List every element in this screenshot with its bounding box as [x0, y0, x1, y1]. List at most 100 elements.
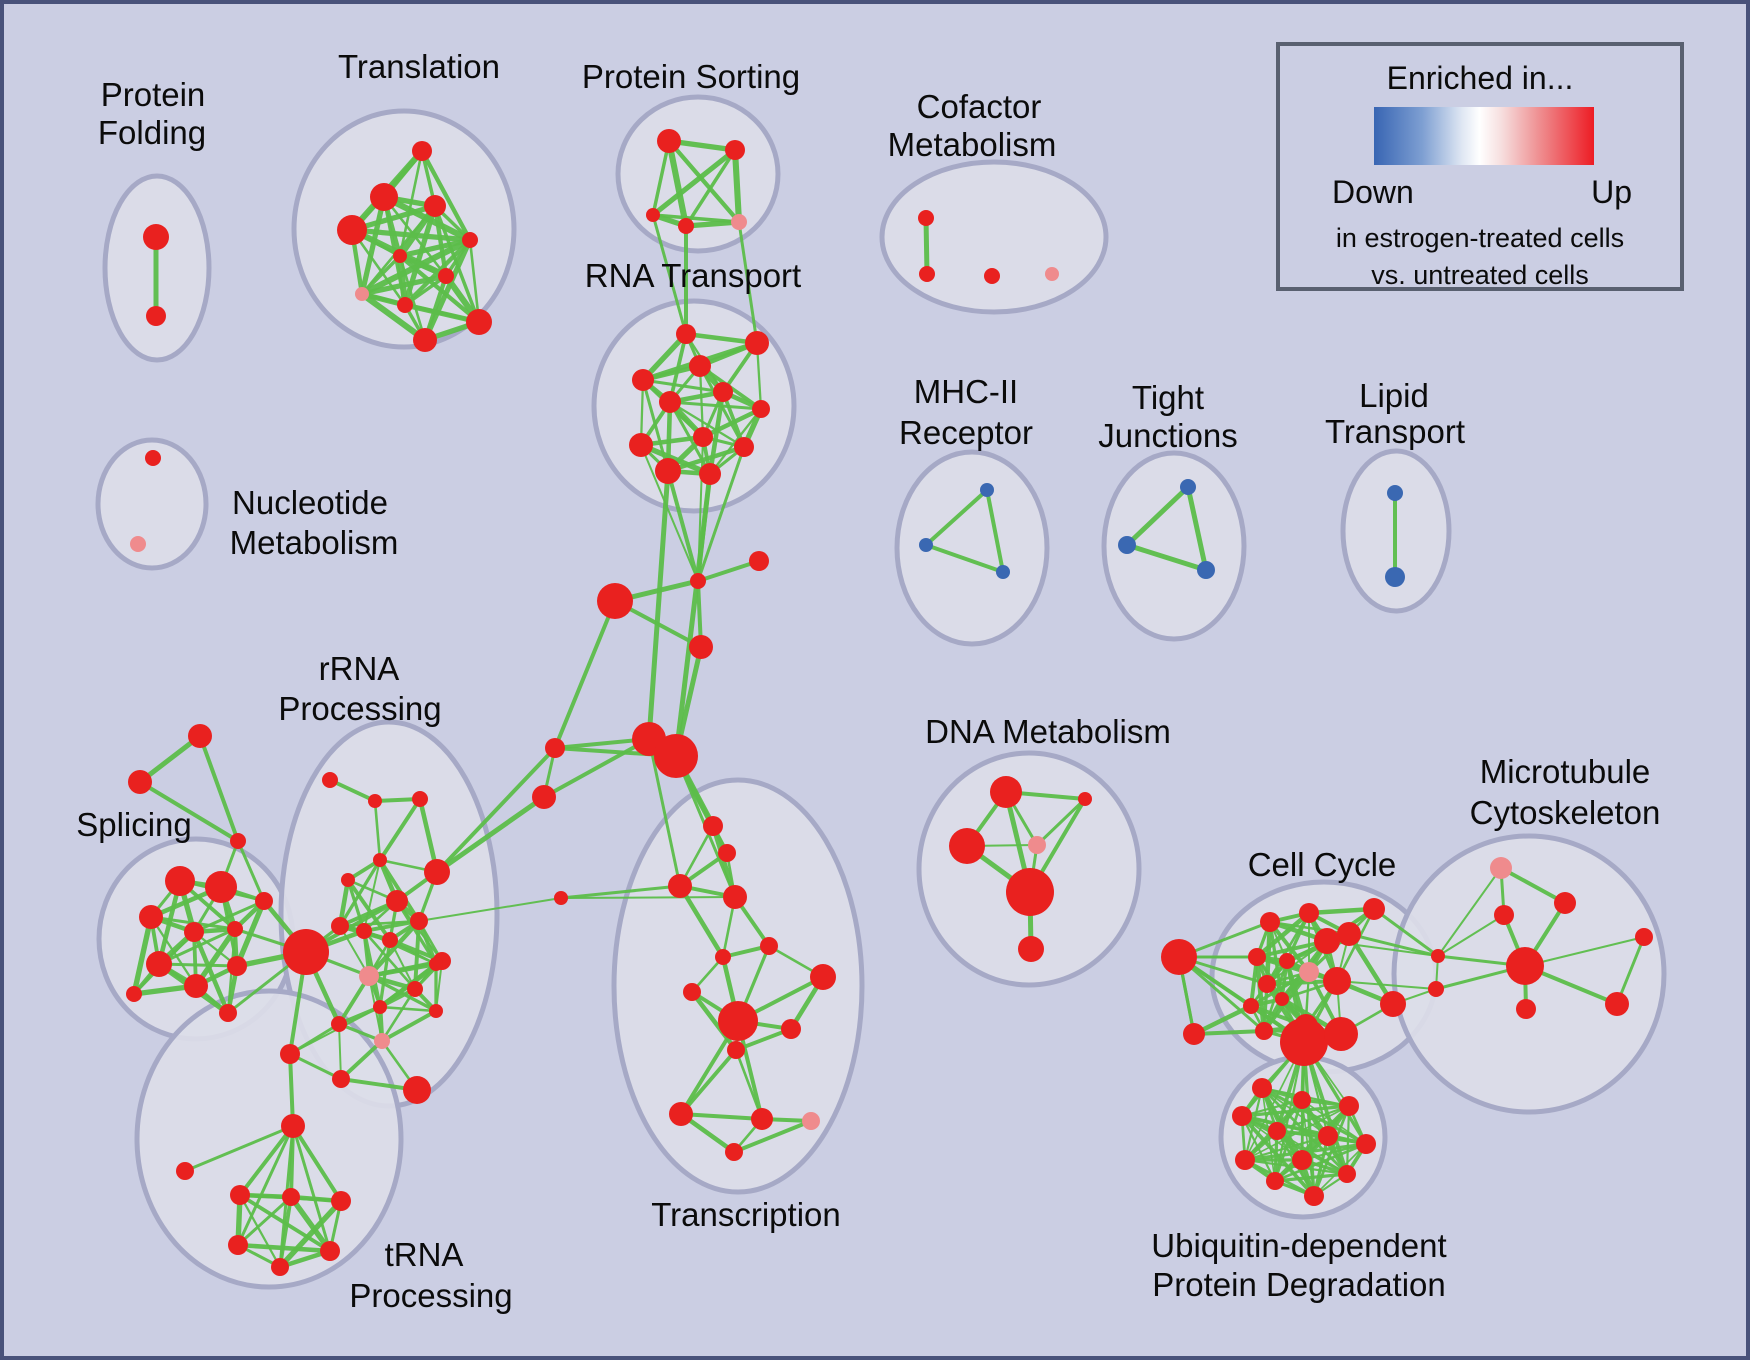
edge-translation [360, 254, 402, 296]
edge-trna-ring [235, 1242, 333, 1254]
node-cc4 [1314, 928, 1340, 954]
node-m2 [919, 538, 933, 552]
label-tight-junctions-line2: Junctions [1098, 417, 1237, 454]
label-nucleotide-metabolism-line2: Metabolism [230, 524, 399, 561]
edge-transcription [679, 1112, 764, 1121]
legend-box: Enriched in... Down Up in estrogen-treat… [1276, 42, 1684, 291]
edge-rna-transport [641, 378, 725, 394]
node-ps1 [657, 129, 681, 153]
node-t8 [355, 287, 369, 301]
node-u7 [1356, 1134, 1376, 1154]
edge-m1-m2 [924, 488, 989, 547]
node-u12 [1304, 1186, 1324, 1206]
node-s6 [255, 892, 273, 910]
edge-trna-ring [288, 1194, 333, 1254]
node-r5 [341, 873, 355, 887]
edge-mc4-cc3 [1347, 932, 1440, 958]
cluster-translation-ellipse [291, 108, 517, 350]
edge-rrna [346, 878, 392, 942]
edge-r6-h7 [435, 746, 557, 874]
edge-cell-cycle [1249, 970, 1311, 1008]
edge-h8-h5 [542, 737, 651, 799]
edge-ubiquitin [1243, 1134, 1330, 1162]
node-x15 [725, 1143, 743, 1161]
node-d5 [1006, 868, 1054, 916]
edge-protein-sorting [684, 148, 737, 228]
edge-sp1-sp3 [198, 734, 240, 843]
legend-subtitle-line2: vs. untreated cells [1371, 260, 1589, 290]
node-t3 [424, 195, 446, 217]
node-u2 [1293, 1091, 1311, 1109]
node-d1 [990, 776, 1022, 808]
edge-rrna [373, 799, 382, 862]
edge-rrna [380, 1009, 438, 1043]
label-rrna-processing-line2: Processing [278, 690, 441, 727]
node-x3 [668, 874, 692, 898]
node-tn1 [281, 1114, 305, 1138]
node-r11 [382, 932, 398, 948]
edge-tn1-tn7 [291, 1124, 332, 1253]
edge-splicing [234, 898, 267, 969]
node-cc14 [1183, 1023, 1205, 1045]
node-mc6 [1428, 981, 1444, 997]
edge-rb-x3 [559, 884, 682, 900]
node-x11 [727, 1041, 745, 1059]
edge-ubiquitin [1273, 1172, 1349, 1183]
edge-splicing [157, 962, 239, 968]
node-u1 [1252, 1078, 1272, 1098]
node-rt4 [632, 369, 654, 391]
label-cofactor-metabolism-line1: Cofactor [917, 88, 1042, 125]
label-mhc-ii-receptor-line1: MHC-II [914, 373, 1018, 410]
legend-axis-labels: Down Up [1332, 174, 1632, 211]
node-tj1 [1180, 479, 1196, 495]
edge-rrna [378, 797, 422, 862]
node-cc3 [1337, 922, 1361, 946]
edge-rrna [328, 778, 377, 803]
node-x13 [751, 1108, 773, 1130]
edge-m1-m3 [985, 488, 1005, 574]
label-translation-line1: Translation [338, 48, 500, 85]
cluster-cofactor-metabolism-ellipse [879, 159, 1109, 315]
edge-rrna [389, 939, 437, 965]
edge-trna-ring [238, 1193, 282, 1269]
label-dna-metabolism-line1: DNA Metabolism [925, 713, 1171, 750]
node-m3 [996, 565, 1010, 579]
edge-translation [468, 238, 481, 324]
node-t11 [413, 328, 437, 352]
node-pf1 [143, 224, 169, 250]
edge-translation [358, 290, 429, 344]
edge-rrna [378, 1005, 438, 1013]
edge-ps3-rt1 [651, 213, 688, 336]
node-r9 [356, 923, 372, 939]
edge-translation [350, 228, 407, 307]
node-nm2 [130, 536, 146, 552]
edge-ubiquitin [1312, 1104, 1351, 1198]
node-rt1 [676, 324, 696, 344]
edge-translation [359, 273, 449, 297]
legend-gradient-bar [1374, 107, 1594, 165]
node-rt12 [699, 463, 721, 485]
edge-tj1-tj2 [1124, 484, 1191, 548]
edge-translation [349, 227, 473, 243]
node-cg1 [1280, 1018, 1328, 1066]
edge-sp2-sp3 [138, 780, 240, 843]
node-h8 [532, 785, 556, 809]
edge-rna-transport [708, 407, 763, 476]
node-t2 [370, 183, 398, 211]
node-cc10 [1275, 992, 1289, 1006]
edge-translation [397, 253, 449, 279]
node-s5 [227, 921, 243, 937]
edge-tn1-tn3 [238, 1124, 295, 1197]
node-mc8 [1605, 992, 1629, 1016]
edge-translation [419, 148, 473, 243]
edge-h5-x3 [647, 737, 682, 888]
node-cc6 [1279, 953, 1295, 969]
edge-tn0-tn1 [288, 1052, 295, 1128]
node-pf2 [146, 306, 166, 326]
edge-rrna [362, 919, 421, 933]
edge-protein-sorting [651, 139, 671, 217]
node-h3 [597, 583, 633, 619]
edge-transcription [689, 989, 739, 1053]
edge-transcription [679, 1048, 738, 1116]
node-r16 [407, 981, 423, 997]
